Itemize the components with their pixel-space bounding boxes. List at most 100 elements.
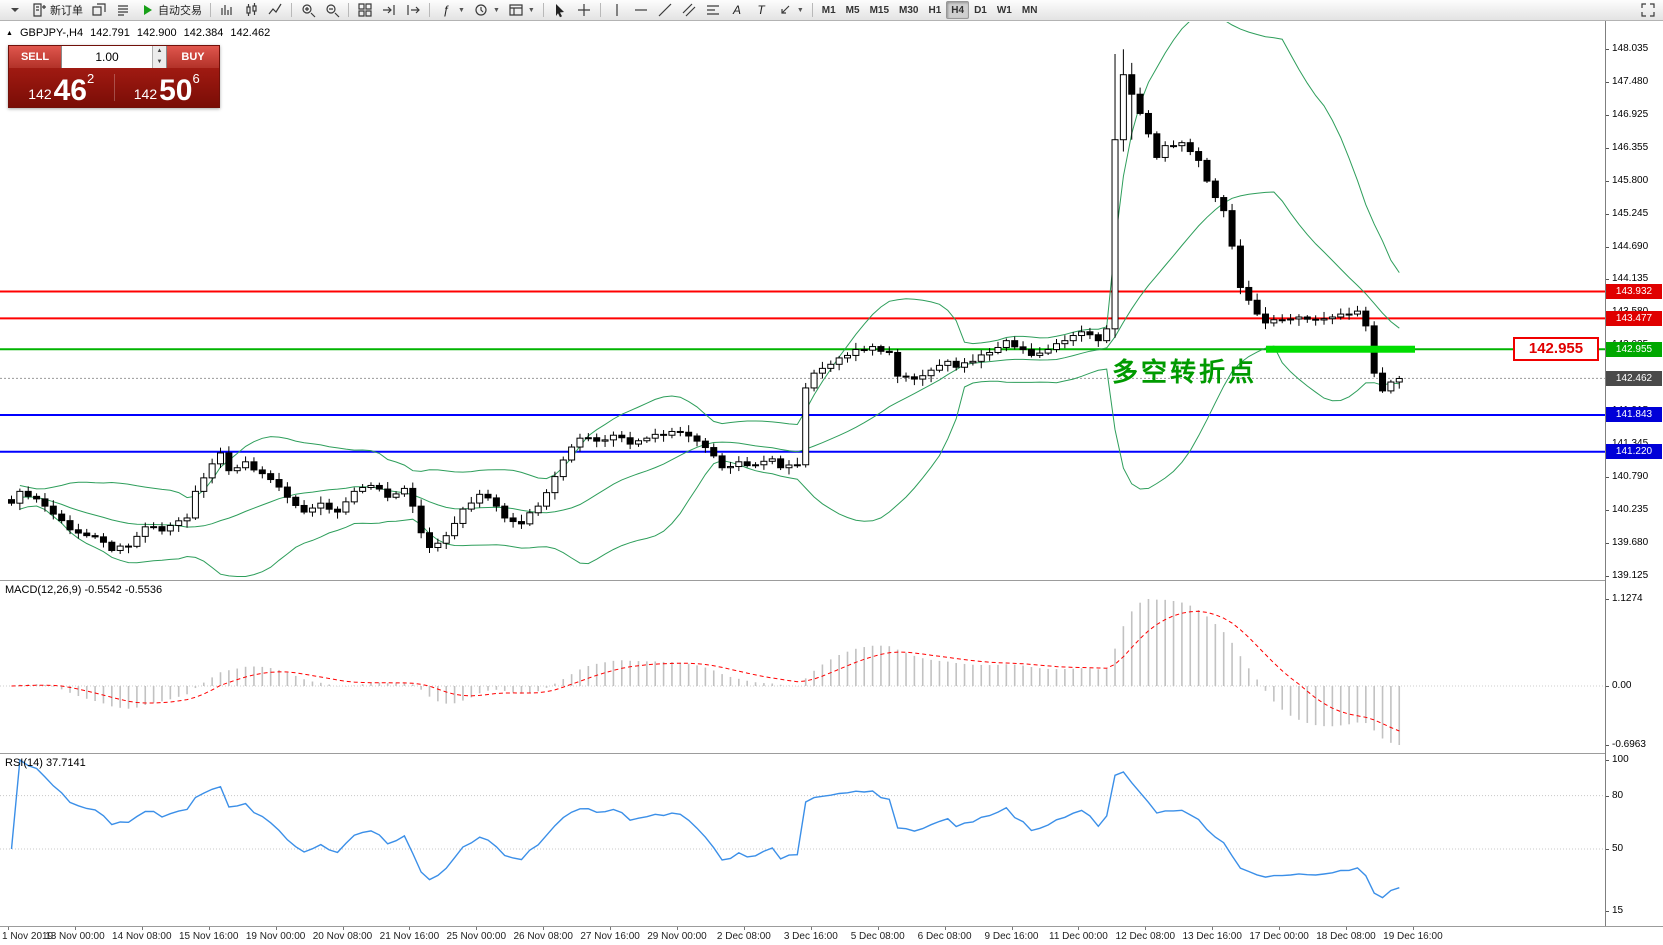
auto-scroll-button[interactable] <box>377 1 401 19</box>
dropdown-caret-icon: ▼ <box>492 6 500 14</box>
timeframe-h1-button[interactable]: H1 <box>923 1 946 19</box>
sell-button[interactable]: SELL <box>9 46 61 68</box>
time-axis-label: 14 Nov 08:00 <box>112 931 172 942</box>
volume-spinner: ▲ ▼ <box>152 46 166 68</box>
fibonacci-button[interactable] <box>701 1 725 19</box>
time-axis-label: 3 Dec 16:00 <box>783 931 838 942</box>
volume-box: 1.00 ▲ ▼ <box>61 46 167 68</box>
buy-button[interactable]: BUY <box>167 46 219 68</box>
price-axis-label: 144.690 <box>1612 240 1649 252</box>
rsi-axis-label: 80 <box>1612 789 1624 801</box>
price-level-badge: 142.955 <box>1606 341 1662 357</box>
ohlc-low: 142.384 <box>183 27 224 39</box>
buy-price-display[interactable]: 142 50 6 <box>115 68 220 107</box>
volume-increase-button[interactable]: ▲ <box>153 46 166 57</box>
rsi-axis-label: 100 <box>1612 754 1629 765</box>
time-axis-label: 1 Nov 2019 <box>2 931 54 942</box>
dropdown-caret-icon: ▼ <box>527 6 535 14</box>
time-axis-label: 19 Dec 16:00 <box>1383 931 1443 942</box>
equidistant-channel-button[interactable] <box>677 1 701 19</box>
time-tick <box>1346 927 1347 930</box>
candlestick-chart-button[interactable] <box>239 1 263 19</box>
indicators-button[interactable]: ƒ ▼ <box>434 1 469 19</box>
buy-price-point: 6 <box>192 71 200 86</box>
time-axis[interactable]: 1 Nov 2019 13 Nov 00:00 14 Nov 08:00 15 Nov… <box>0 927 1663 945</box>
line-chart-button[interactable] <box>263 1 287 19</box>
timeframe-d1-button[interactable]: D1 <box>969 1 992 19</box>
templates-button[interactable]: ▼ <box>504 1 539 19</box>
zoom-in-button[interactable] <box>296 1 320 19</box>
sell-price-display[interactable]: 142 46 2 <box>9 68 114 107</box>
horizontal-line-button[interactable] <box>629 1 653 19</box>
list-icon <box>118 5 128 16</box>
price-axis[interactable]: 148.035 147.480 146.925 146.355 145.800 145.2… <box>1605 18 1663 926</box>
price-axis-label: 148.035 <box>1612 43 1649 54</box>
time-tick <box>810 927 812 930</box>
time-tick <box>208 927 210 930</box>
text-label-button[interactable]: T <box>749 1 773 19</box>
chart-shift-button[interactable] <box>401 1 425 19</box>
price-level-box[interactable]: 142.955 <box>1513 337 1599 361</box>
timeframe-m1-button[interactable]: M1 <box>817 1 841 19</box>
market-watch-button[interactable] <box>111 1 135 19</box>
timeframe-m5-button[interactable]: M5 <box>841 1 865 19</box>
menu-dropdown-button[interactable] <box>3 1 27 19</box>
panel-separator-macd-rsi[interactable] <box>0 753 1663 754</box>
dropdown-icon <box>11 8 19 12</box>
windows-icon <box>92 3 106 16</box>
rsi-indicator-label: RSI(14) 37.7141 <box>5 757 86 769</box>
bar-chart-button[interactable] <box>215 1 239 19</box>
toolbar-separator <box>811 3 813 17</box>
text-button[interactable]: A <box>725 1 749 19</box>
trendline-button[interactable] <box>653 1 677 19</box>
cursor-button[interactable] <box>548 1 572 19</box>
zoom-out-button[interactable] <box>320 1 344 19</box>
time-axis-label: 21 Nov 16:00 <box>379 931 440 942</box>
timeframe-h4-button[interactable]: H4 <box>946 1 970 19</box>
template-icon <box>509 4 523 16</box>
autotrading-button[interactable]: 自动交易 <box>135 1 206 19</box>
tile-icon <box>358 3 372 17</box>
time-axis-label: 11 Dec 00:00 <box>1049 931 1108 942</box>
one-click-trading-panel: SELL 1.00 ▲ ▼ BUY 142 46 2 142 50 6 <box>8 45 220 108</box>
sell-price-pips: 46 <box>53 74 87 107</box>
time-tick <box>1011 927 1013 930</box>
charts-window-button[interactable] <box>87 1 111 19</box>
time-tick <box>1078 927 1080 930</box>
volume-decrease-button[interactable]: ▼ <box>153 57 166 68</box>
time-tick <box>342 927 344 930</box>
volume-input[interactable]: 1.00 <box>95 50 119 64</box>
fullscreen-button[interactable] <box>1636 1 1660 19</box>
periods-button[interactable]: ▼ <box>469 1 504 19</box>
panel-separator-main-macd[interactable] <box>0 580 1663 581</box>
ohlc-close: 142.462 <box>230 27 271 39</box>
symbol-ohlc-line: ▲ GBPJPY-,H4 142.791 142.900 142.384 142… <box>6 27 270 39</box>
tile-windows-button[interactable] <box>353 1 377 19</box>
time-axis-label: 6 Dec 08:00 <box>917 931 972 942</box>
macd-axis-label: -0.6963 <box>1612 739 1646 750</box>
axis-tick <box>1606 246 1609 248</box>
time-axis-label: 19 Nov 00:00 <box>245 931 306 942</box>
timeframe-w1-button[interactable]: W1 <box>992 1 1017 19</box>
toolbar-separator <box>599 3 601 17</box>
timeframe-mn-button[interactable]: MN <box>1017 1 1043 19</box>
timeframe-m15-button[interactable]: M15 <box>865 1 894 19</box>
arrows-button[interactable]: ▼ <box>773 1 808 19</box>
axis-tick <box>1606 181 1609 183</box>
price-axis-label: 147.480 <box>1612 75 1649 87</box>
timeframe-m30-button[interactable]: M30 <box>894 1 923 19</box>
crosshair-button[interactable] <box>572 1 596 19</box>
arrow-icon <box>781 5 790 14</box>
rsi-axis-label: 15 <box>1612 905 1624 917</box>
time-tick <box>543 927 545 930</box>
fibo-icon <box>706 5 719 15</box>
autoscroll-icon <box>383 5 395 15</box>
cursor-icon <box>555 4 564 18</box>
toolbar: 新订单 自动交易 ƒ ▼ ▼ ▼ A T ▼ M1 M5 M15 M30 H1 H4 D1 W1 MN <box>0 0 1663 21</box>
rsi-layer <box>0 758 1605 899</box>
toolbar-separator <box>291 3 292 17</box>
time-tick <box>610 927 612 930</box>
trend-icon <box>658 3 672 17</box>
vertical-line-button[interactable] <box>605 1 629 19</box>
new-order-button[interactable]: 新订单 <box>27 1 87 19</box>
